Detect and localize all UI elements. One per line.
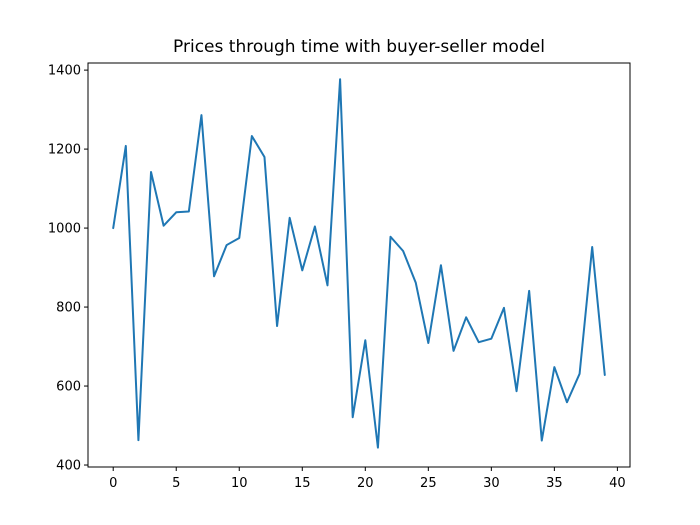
- y-tick-label: 800: [56, 301, 81, 316]
- y-tick-label: 1200: [48, 143, 81, 158]
- y-tick-label: 400: [56, 459, 81, 474]
- y-axis: 400 600 800 1000 1200 1400: [48, 64, 88, 474]
- y-tick-label: 1400: [48, 64, 81, 79]
- x-tick-label: 0: [109, 476, 117, 491]
- x-axis: 0 5 10 15 20 25 30 35 40: [109, 467, 626, 491]
- x-tick-label: 20: [357, 476, 374, 491]
- axes-frame: [87, 62, 631, 468]
- x-tick-label: 40: [609, 476, 626, 491]
- y-tick-label: 1000: [48, 222, 81, 237]
- x-tick-label: 35: [546, 476, 563, 491]
- x-tick-label: 25: [420, 476, 437, 491]
- x-tick-label: 30: [483, 476, 500, 491]
- series-line-1: [112, 78, 606, 449]
- x-tick-label: 15: [294, 476, 311, 491]
- x-tick-label: 5: [172, 476, 180, 491]
- plot-area: [112, 78, 606, 449]
- y-tick-label: 600: [56, 380, 81, 395]
- x-tick-label: 10: [231, 476, 248, 491]
- chart-title: Prices through time with buyer-seller mo…: [173, 37, 545, 57]
